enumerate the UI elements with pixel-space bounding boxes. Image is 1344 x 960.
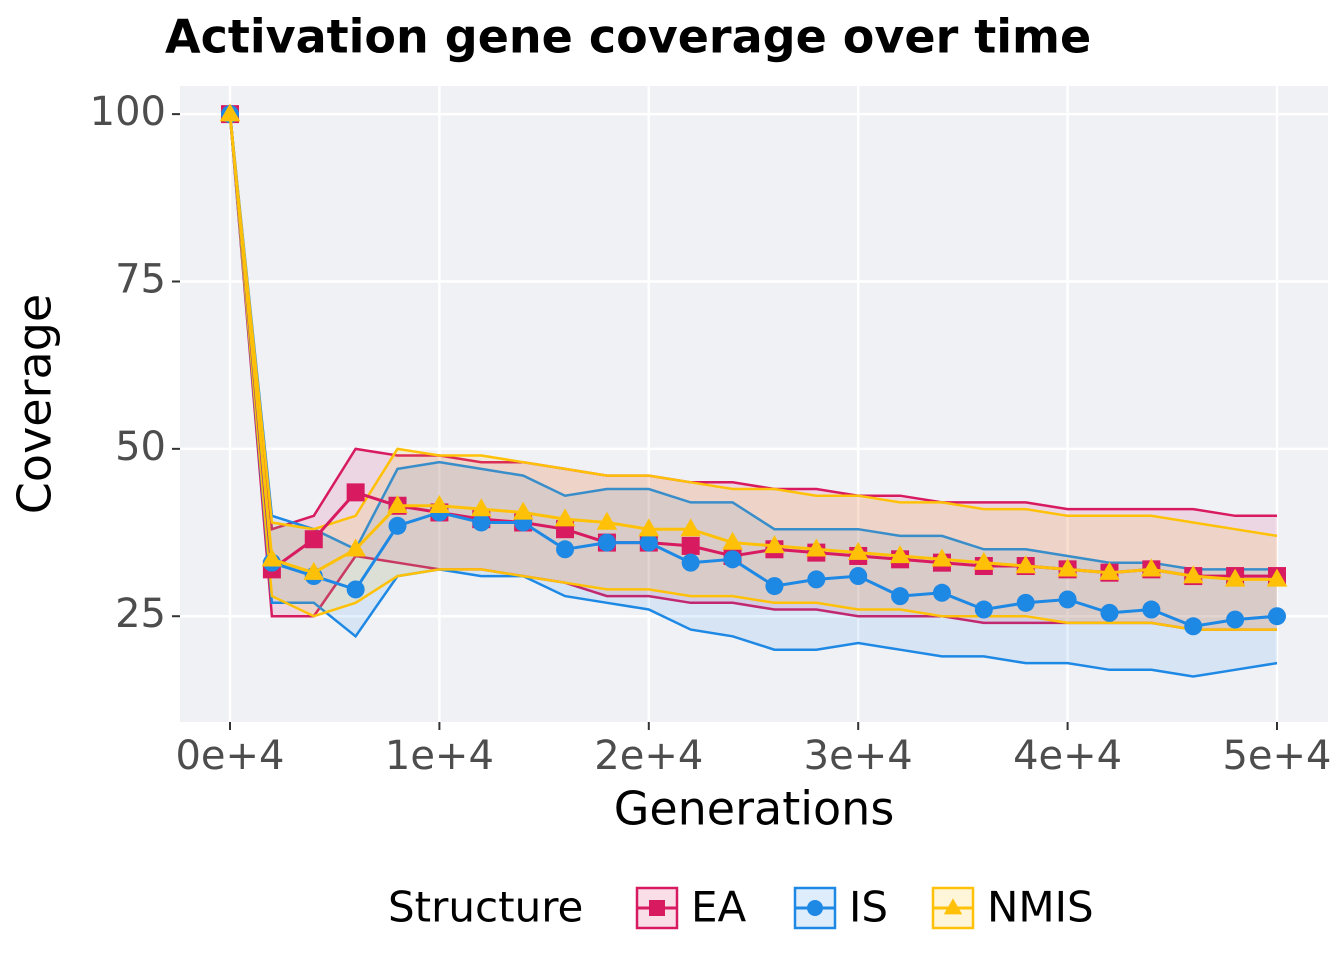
marker (303, 561, 325, 580)
x-tick-label: 3e+4 (804, 733, 913, 779)
median-line (228, 113, 1277, 581)
x-axis-title: Generations (614, 782, 895, 836)
marker (1099, 561, 1120, 580)
x-tick-label: 1e+4 (385, 733, 494, 779)
marker (764, 535, 785, 554)
marker (1016, 593, 1035, 612)
legend-marker (649, 900, 665, 916)
band-upper (228, 113, 1278, 538)
marker (472, 513, 491, 532)
y-axis-title: Coverage (8, 294, 62, 514)
marker (1100, 603, 1119, 622)
x-tick-label: 5e+4 (1222, 733, 1331, 779)
legend-marker (943, 898, 963, 915)
chart-title: Activation gene coverage over time (165, 10, 1091, 64)
marker (304, 530, 323, 549)
marker (1224, 568, 1246, 587)
marker (891, 587, 910, 606)
marker (388, 516, 407, 535)
marker (681, 553, 700, 572)
y-tick-label: 25 (115, 591, 166, 637)
marker (847, 541, 869, 560)
legend-title: Structure (388, 883, 583, 932)
marker (723, 550, 742, 569)
y-tick-label: 100 (90, 89, 166, 135)
marker (931, 548, 953, 567)
marker (681, 536, 700, 555)
x-tick-label: 0e+4 (175, 733, 284, 779)
marker (387, 494, 408, 513)
marker (639, 533, 658, 552)
marker (722, 531, 743, 550)
marker (1141, 558, 1162, 577)
marker (973, 551, 995, 570)
marker (638, 518, 660, 537)
marker (1015, 555, 1037, 574)
legend-marker (807, 900, 823, 916)
marker (345, 538, 366, 557)
legend-label: NMIS (987, 883, 1094, 932)
band-upper (228, 113, 1277, 531)
marker (1057, 558, 1078, 577)
marker (597, 533, 616, 552)
marker (1182, 565, 1204, 584)
marker (807, 570, 826, 589)
x-tick-label: 4e+4 (1013, 733, 1122, 779)
marker (1058, 590, 1077, 609)
band-lower (228, 113, 1277, 631)
x-tick-label: 2e+4 (594, 733, 703, 779)
marker (346, 580, 365, 599)
marker (1184, 617, 1203, 636)
marker (1142, 600, 1161, 619)
marker (596, 511, 618, 530)
y-tick-label: 50 (115, 424, 166, 470)
marker (932, 583, 951, 602)
marker (765, 577, 784, 596)
band-upper (228, 113, 1277, 571)
marker (219, 103, 241, 122)
marker (512, 501, 534, 520)
band (230, 114, 1277, 677)
marker (470, 498, 492, 517)
marker (261, 548, 283, 567)
marker (429, 494, 450, 513)
marker (1266, 568, 1288, 587)
band (230, 114, 1277, 630)
marker (849, 567, 868, 586)
band (230, 114, 1277, 630)
marker (554, 508, 576, 527)
marker (1267, 607, 1286, 626)
marker (805, 538, 827, 557)
marker (346, 483, 365, 502)
marker (556, 540, 575, 559)
legend-label: EA (691, 883, 747, 932)
y-tick-label: 75 (115, 256, 166, 302)
legend-label: IS (849, 883, 888, 932)
marker (680, 518, 702, 537)
marker (974, 600, 993, 619)
marker (1226, 610, 1245, 629)
marker (889, 545, 911, 564)
